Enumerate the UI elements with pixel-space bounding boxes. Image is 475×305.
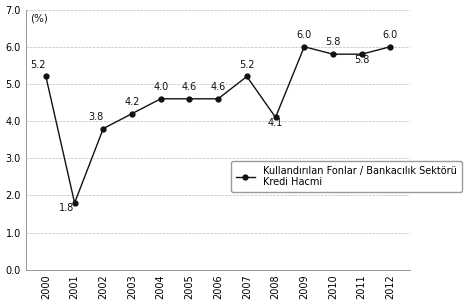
- Text: 4.0: 4.0: [153, 82, 168, 92]
- Text: 5.8: 5.8: [325, 38, 341, 48]
- Text: 1.8: 1.8: [59, 203, 75, 213]
- Text: 5.2: 5.2: [239, 60, 255, 70]
- Text: 4.6: 4.6: [210, 82, 226, 92]
- Text: 6.0: 6.0: [296, 30, 312, 40]
- Text: (%): (%): [29, 13, 48, 23]
- Text: 6.0: 6.0: [383, 30, 398, 40]
- Text: 3.8: 3.8: [88, 112, 103, 122]
- Text: 5.2: 5.2: [30, 60, 46, 70]
- Legend: Kullandırılan Fonlar / Bankacılık Sektörü
Kredi Hacmi: Kullandırılan Fonlar / Bankacılık Sektör…: [231, 161, 462, 192]
- Text: 4.1: 4.1: [268, 118, 283, 128]
- Text: 4.2: 4.2: [124, 97, 140, 107]
- Text: 5.8: 5.8: [354, 55, 370, 65]
- Text: 4.6: 4.6: [182, 82, 197, 92]
